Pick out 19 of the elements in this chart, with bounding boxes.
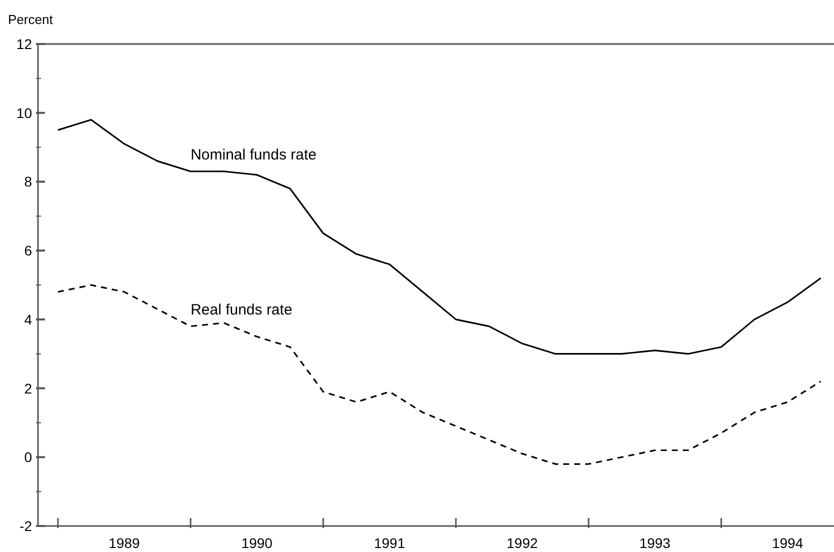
line-series: [57, 118, 822, 355]
x-tick-label: 1993: [639, 535, 671, 551]
line-series: [57, 284, 822, 465]
y-tick-label: 10: [16, 104, 32, 121]
annotation: Nominal funds rate: [190, 146, 316, 164]
y-tick-label: 8: [24, 174, 32, 190]
x-tick-label: 1990: [241, 535, 273, 551]
x-tick-label: 1994: [772, 535, 804, 551]
y-tick-label: -2: [20, 518, 32, 534]
y-axis-title: Percent: [8, 12, 54, 27]
annotation: Real funds rate: [190, 301, 292, 318]
y-tick-label: 2: [24, 380, 32, 396]
y-tick-label: 0: [24, 449, 32, 466]
x-tick-label: 1989: [108, 535, 140, 551]
y-tick-label: 4: [24, 311, 32, 328]
x-tick-label: 1992: [506, 535, 538, 551]
y-tick-label: 12: [16, 36, 32, 52]
x-tick-label: 1991: [374, 535, 406, 551]
y-tick-label: 6: [24, 242, 32, 259]
